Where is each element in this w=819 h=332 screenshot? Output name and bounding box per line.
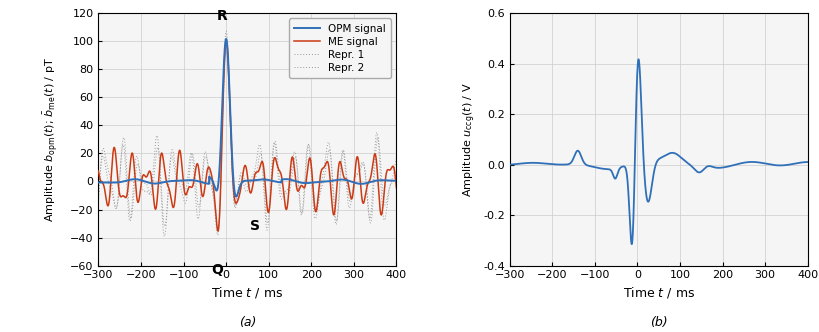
Text: Amplitude $b_\mathrm{opm}(t)$; $\bar{b}_\mathrm{me}(t)$ / pT: Amplitude $b_\mathrm{opm}(t)$; $\bar{b}_… (42, 57, 60, 222)
X-axis label: Time $t$ / ms: Time $t$ / ms (622, 285, 694, 299)
Text: (a): (a) (238, 316, 256, 329)
Text: S: S (249, 219, 260, 233)
Text: (b): (b) (649, 316, 667, 329)
Text: R: R (216, 9, 227, 23)
X-axis label: Time $t$ / ms: Time $t$ / ms (211, 285, 283, 299)
Legend: OPM signal, ME signal, Repr. 1, Repr. 2: OPM signal, ME signal, Repr. 1, Repr. 2 (288, 19, 391, 78)
Y-axis label: Amplitude $u_\mathrm{ccg}(t)$ / V: Amplitude $u_\mathrm{ccg}(t)$ / V (460, 82, 477, 197)
Text: Q: Q (210, 263, 223, 277)
